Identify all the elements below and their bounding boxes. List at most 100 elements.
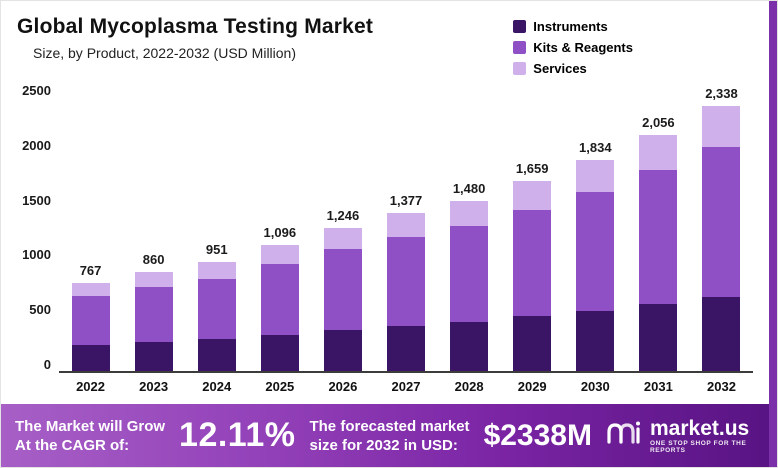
bar-segment: [71, 296, 110, 345]
x-tick-label: 2031: [643, 379, 673, 394]
bar-group-2031: 2,056: [627, 86, 690, 371]
bar-segment: [450, 201, 489, 227]
legend-item-1: Kits & Reagents: [513, 40, 633, 55]
bar-segment: [197, 338, 236, 371]
cagr-label-line1: The Market will Grow: [15, 417, 166, 435]
bar-segment: [260, 334, 299, 371]
bar-total-label: 1,834: [579, 140, 612, 156]
bar-segment: [71, 344, 110, 371]
bar-total-label: 767: [79, 263, 102, 279]
x-tick-label: 2028: [454, 379, 484, 394]
bar-group-2023: 860: [122, 86, 185, 371]
chart-titles: Global Mycoplasma Testing Market Size, b…: [17, 15, 373, 61]
forecast-label: The forecasted market size for 2032 in U…: [309, 417, 469, 455]
bar-segment: [387, 236, 426, 326]
y-tick-label: 2500: [22, 83, 51, 98]
bar-segment: [323, 329, 362, 371]
bar-group-2028: 1,480: [438, 86, 501, 371]
bar-total-label: 1,377: [389, 192, 423, 208]
bar-total-label: 860: [142, 252, 165, 268]
legend-label: Kits & Reagents: [533, 40, 633, 55]
bar-segment: [260, 245, 299, 265]
legend-label: Services: [533, 61, 587, 76]
marketus-logo-tagline: One Stop Shop For The Reports: [649, 439, 747, 454]
legend-swatch: [513, 62, 527, 75]
legend-label: Instruments: [533, 19, 608, 34]
x-tick-label: 2029: [517, 379, 547, 394]
bar-segment: [197, 261, 236, 280]
y-tick-label: 2000: [22, 137, 51, 153]
bar-total-label: 1,480: [452, 181, 486, 197]
x-tick-label: 2022: [76, 379, 105, 394]
bar-group-2029: 1,659: [501, 86, 564, 371]
right-accent-strip: [769, 1, 777, 467]
bar-total-label: 1,246: [326, 207, 360, 223]
cagr-value: 12.11%: [179, 416, 296, 454]
bar-group-2024: 951: [185, 86, 248, 371]
bar-segment: [639, 303, 678, 371]
bar-group-2026: 1,246: [311, 86, 374, 371]
bar-total-label: 2,338: [705, 86, 738, 101]
bar-segment: [513, 180, 552, 211]
bar-segment: [323, 227, 362, 250]
bar-segment: [513, 210, 552, 316]
chart-header: Global Mycoplasma Testing Market Size, b…: [17, 15, 753, 76]
cagr-label: The Market will Grow At the CAGR of:: [15, 417, 165, 455]
bar-segment: [197, 279, 236, 339]
x-axis-labels: 2022 2023 2024 2025 2026 2027 2028 2029 2030 2031…: [59, 379, 753, 394]
bar-group-2030: 1,834: [564, 86, 627, 371]
bar-group-2025: 1,096: [248, 86, 311, 371]
bars-area: 767 860 951 1,096 1,246 1,377 1,480 1,659 1,834 2…: [59, 86, 753, 373]
bar-segment: [702, 296, 741, 371]
bar-segment: [134, 272, 173, 287]
y-tick-label: 1500: [22, 192, 51, 208]
bar-segment: [702, 106, 741, 147]
bar-segment: [702, 146, 741, 297]
legend-item-2: Services: [513, 61, 633, 76]
bar-segment: [576, 191, 615, 311]
x-tick-label: 2032: [707, 379, 736, 394]
bar-segment: [450, 321, 489, 371]
bar-segment: [387, 325, 426, 371]
cagr-banner: The Market will Grow At the CAGR of: 12.…: [1, 404, 777, 467]
chart-subtitle: Size, by Product, 2022-2032 (USD Million…: [33, 45, 297, 61]
chart-panel: Global Mycoplasma Testing Market Size, b…: [1, 1, 769, 404]
bar-segment: [639, 135, 678, 171]
marketus-logo: market.us One Stop Shop For The Reports: [606, 416, 763, 454]
y-tick-label: 1000: [22, 247, 51, 263]
chart-title: Global Mycoplasma Testing Market: [17, 15, 374, 38]
bar-segment: [323, 249, 362, 330]
bar-segment: [450, 226, 489, 322]
legend-swatch: [513, 20, 527, 33]
bar-segment: [576, 310, 615, 371]
y-tick-label: 500: [29, 302, 51, 318]
bar-group-2022: 767: [59, 86, 122, 371]
bar-segment: [260, 264, 299, 335]
x-tick-label: 2025: [265, 379, 295, 394]
x-tick-label: 2024: [202, 379, 232, 394]
x-tick-label: 2027: [391, 379, 421, 394]
forecast-label-line1: The forecasted market: [309, 417, 470, 435]
cagr-label-line2: At the CAGR of:: [15, 436, 130, 454]
x-tick-label: 2030: [580, 379, 610, 394]
y-tick-label: 0: [43, 356, 51, 372]
marketus-logo-name: market.us: [649, 416, 750, 440]
forecast-label-line2: size for 2032 in USD:: [309, 436, 458, 454]
legend-swatch: [513, 41, 527, 54]
bar-segment: [387, 212, 426, 237]
legend-item-0: Instruments: [513, 19, 633, 34]
bar-segment: [576, 160, 615, 192]
legend: Instruments Kits & Reagents Services: [513, 19, 633, 76]
marketus-logo-icon: [606, 420, 642, 451]
bar-segment: [639, 170, 678, 304]
y-axis: 2500 2000 1500 1000 500 0: [17, 83, 59, 373]
bar-segment: [134, 341, 173, 371]
bar-segment: [513, 315, 552, 371]
bar-group-2032: 2,338: [690, 86, 753, 371]
forecast-value: $2338M: [483, 418, 592, 452]
bar-total-label: 1,096: [263, 225, 297, 241]
bar-total-label: 951: [205, 241, 228, 257]
bar-total-label: 1,659: [515, 160, 549, 176]
bar-segment: [71, 283, 110, 297]
